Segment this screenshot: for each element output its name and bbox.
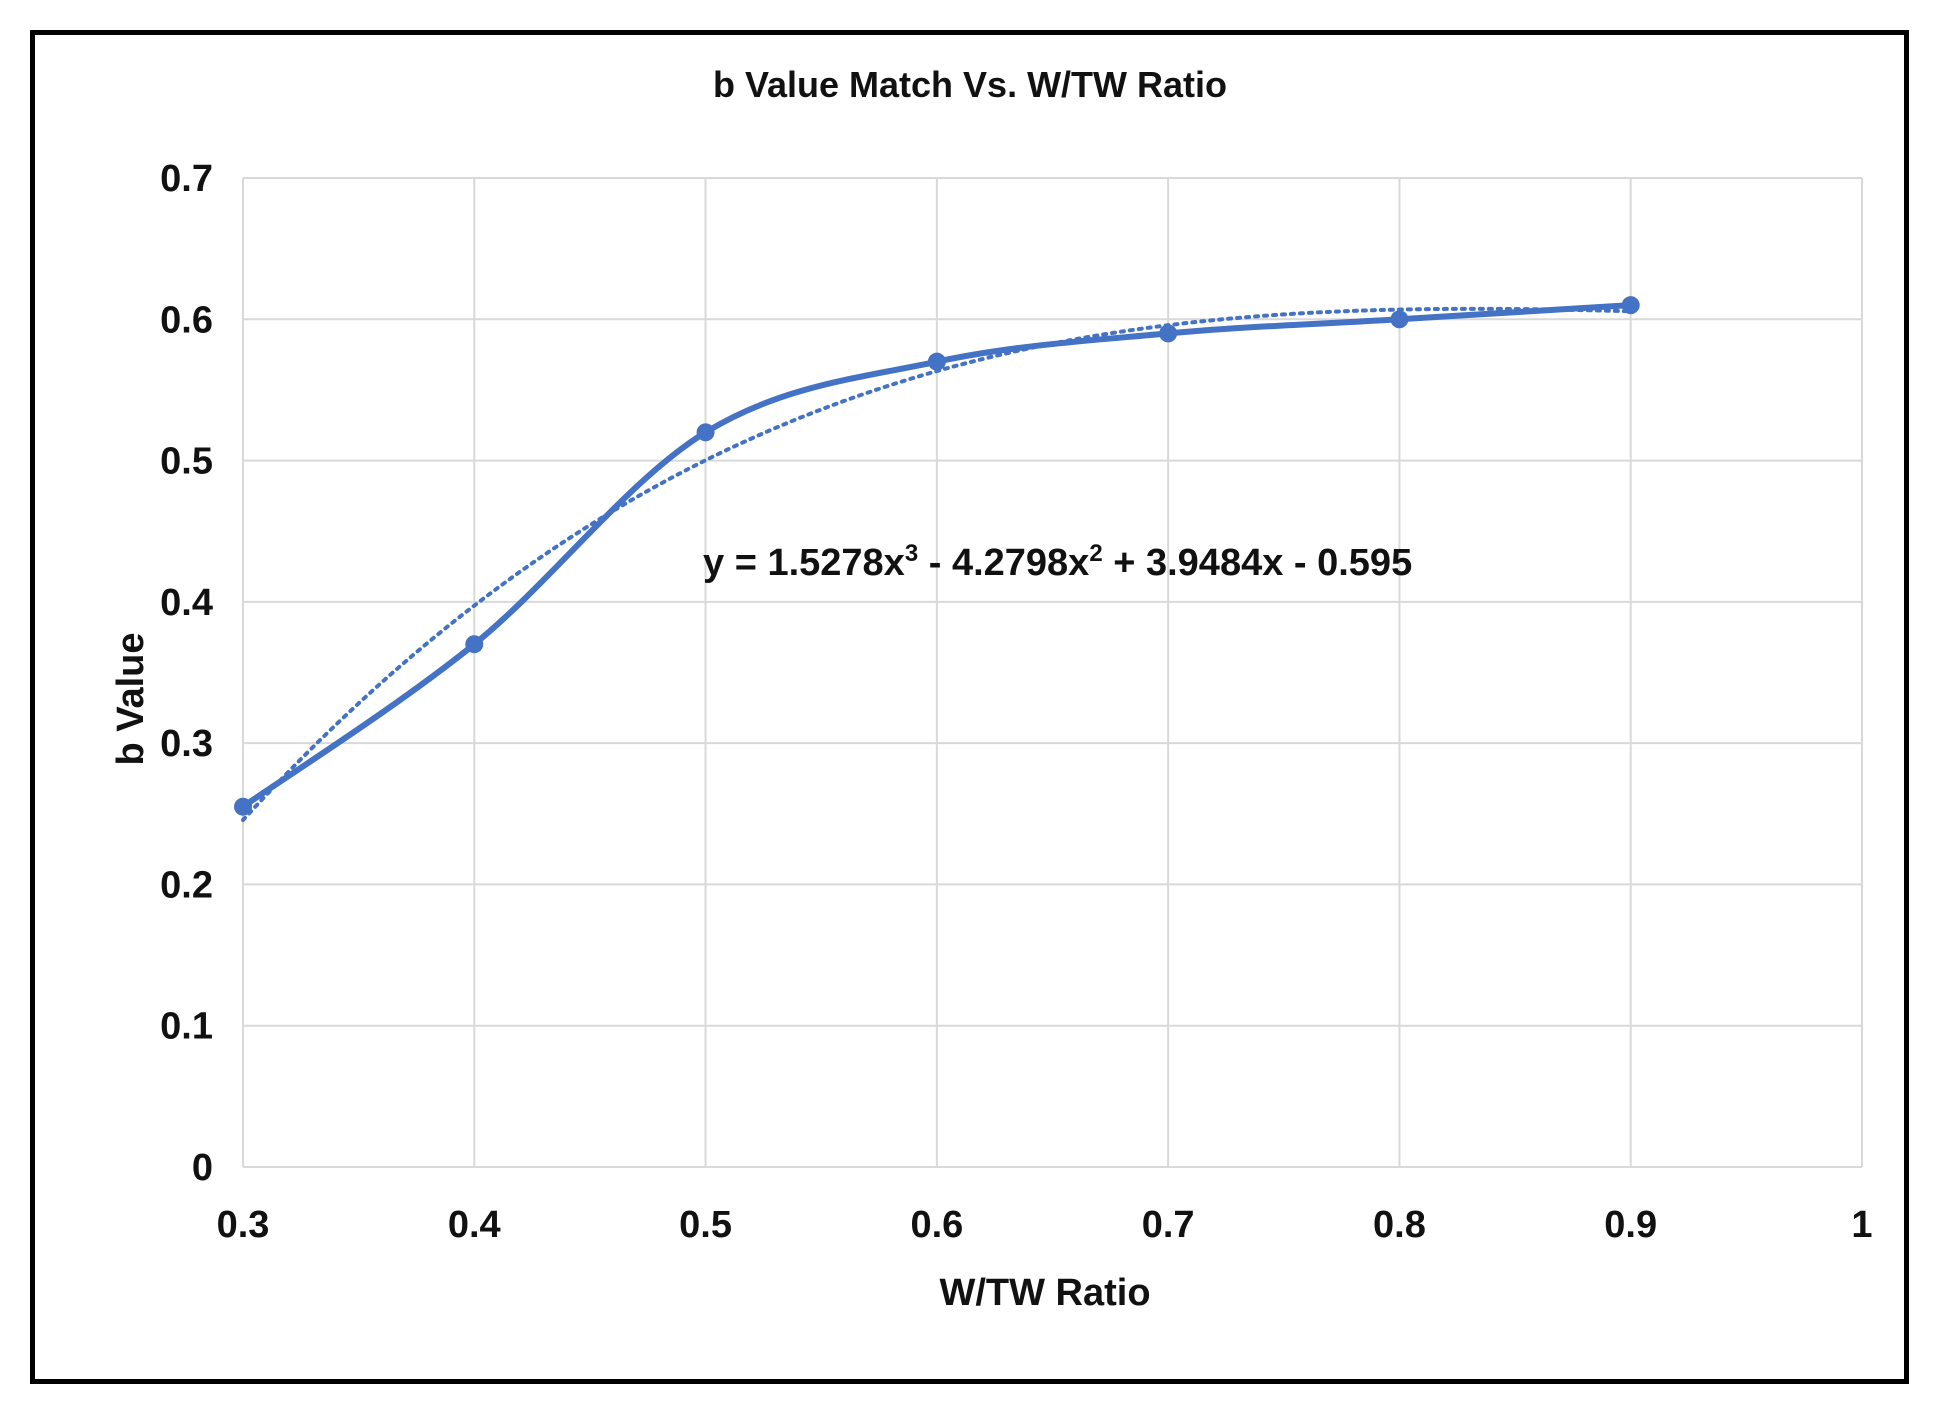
y-tick-label: 0.3 — [160, 723, 213, 765]
x-tick-label: 0.5 — [679, 1204, 732, 1246]
x-tick-label: 0.8 — [1373, 1204, 1426, 1246]
chart-frame: b Value Match Vs. W/TW Ratio 0 0.1 0.2 0.3 0… — [30, 30, 1909, 1384]
trendline — [241, 306, 1633, 823]
data-point — [234, 797, 252, 816]
x-tick-label: 0.4 — [448, 1204, 501, 1246]
x-tick-label: 0.9 — [1604, 1204, 1657, 1246]
series-layer — [234, 296, 1640, 816]
data-point — [1390, 310, 1409, 329]
data-point — [927, 352, 946, 371]
chart-title: b Value Match Vs. W/TW Ratio — [713, 64, 1227, 105]
x-tick-label: 0.7 — [1142, 1204, 1195, 1246]
y-tick-labels: 0 0.1 0.2 0.3 0.4 0.5 0.6 0.7 — [160, 158, 213, 1189]
y-axis-title: b Value — [110, 632, 152, 765]
y-tick-label: 0.1 — [160, 1006, 213, 1048]
y-tick-label: 0.6 — [160, 299, 213, 341]
y-tick-label: 0.5 — [160, 441, 213, 483]
y-tick-label: 0.7 — [160, 158, 213, 200]
x-axis-title: W/TW Ratio — [939, 1272, 1150, 1314]
x-tick-label: 1 — [1851, 1204, 1872, 1246]
x-tick-label: 0.3 — [217, 1204, 270, 1246]
equation-exp-3: 3 — [905, 540, 918, 567]
data-point — [696, 423, 715, 442]
x-tick-labels: 0.3 0.4 0.5 0.6 0.7 0.8 0.9 1 — [217, 1204, 1873, 1246]
trendline-layer — [241, 306, 1633, 823]
equation-part-1: y = 1.5278x — [703, 542, 905, 584]
y-tick-label: 0.2 — [160, 864, 213, 906]
x-tick-label: 0.6 — [910, 1204, 963, 1246]
data-point — [1159, 324, 1178, 343]
data-point — [1621, 296, 1640, 315]
chart: b Value Match Vs. W/TW Ratio 00.10.20.30… — [110, 64, 1873, 1314]
equation-part-3: + 3.9484x - 0.595 — [1103, 542, 1413, 584]
y-tick-label: 0.4 — [160, 582, 213, 624]
equation-exp-2: 2 — [1089, 540, 1102, 567]
data-point — [465, 635, 484, 654]
trendline-equation: y = 1.5278x3 - 4.2798x2 + 3.9484x - 0.59… — [703, 540, 1412, 584]
equation-part-2: - 4.2798x — [918, 542, 1089, 584]
gridlines — [242, 177, 1863, 1168]
y-tick-label: 0 — [192, 1147, 213, 1189]
